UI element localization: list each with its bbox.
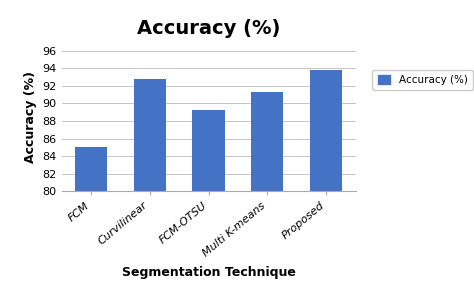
Legend: Accuracy (%): Accuracy (%)	[373, 70, 473, 90]
Bar	[134, 79, 166, 281]
Bar	[75, 147, 107, 281]
Title: Accuracy (%): Accuracy (%)	[137, 19, 280, 38]
Y-axis label: Accuracy (%): Accuracy (%)	[24, 71, 37, 163]
X-axis label: Segmentation Technique: Segmentation Technique	[122, 266, 295, 279]
Bar	[310, 70, 342, 281]
Bar	[251, 92, 283, 281]
Bar	[192, 110, 225, 281]
